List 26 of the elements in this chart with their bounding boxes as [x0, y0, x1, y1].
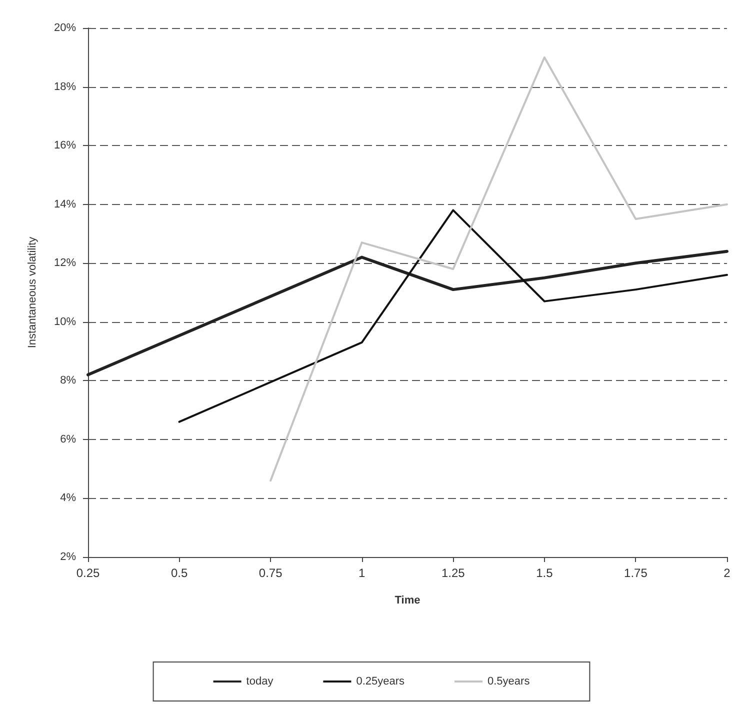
x-tick-label: 1.5 [536, 566, 554, 580]
y-tick-label: 4% [60, 492, 76, 504]
x-tick-label: 1 [358, 566, 366, 580]
legend-label: 0.5years [488, 676, 530, 688]
legend-label: today [246, 676, 274, 688]
legend-label: 0.25years [356, 676, 406, 688]
x-tick-label: 0.75 [258, 566, 283, 580]
x-tick-label: 0.5 [170, 566, 188, 580]
x-tick-label: 1.75 [624, 566, 648, 580]
y-tick-label: 12% [54, 257, 76, 270]
y-tick-label: 14% [54, 198, 76, 210]
line-series [178, 209, 728, 423]
x-tick-label: 2 [724, 566, 731, 580]
y-tick-label: 2% [60, 551, 76, 563]
y-tick-label: 10% [54, 316, 76, 328]
y-tick-label: 20% [54, 22, 76, 34]
y-tick-label: 16% [54, 140, 76, 152]
y-tick-label: 8% [60, 374, 76, 387]
x-axis-title: Time [394, 594, 420, 606]
y-tick-label: 18% [54, 80, 76, 93]
x-tick-label: 1.25 [441, 566, 466, 580]
line-series [270, 56, 728, 482]
y-axis-title: Instantaneous volatility [26, 236, 38, 348]
x-tick-label: 0.25 [76, 566, 100, 580]
line-series [86, 250, 728, 376]
y-tick-label: 6% [60, 433, 76, 446]
